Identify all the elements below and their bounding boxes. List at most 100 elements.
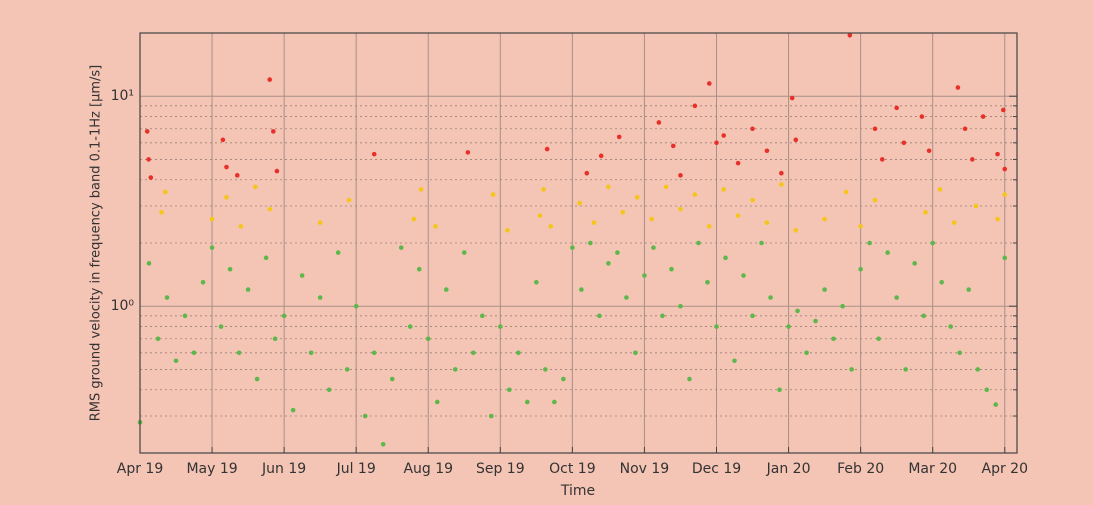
point: [847, 33, 853, 38]
point: [470, 350, 476, 356]
point: [507, 387, 512, 393]
point: [993, 402, 999, 407]
point: [353, 303, 359, 309]
point: [537, 213, 543, 218]
point: [879, 157, 885, 162]
point: [876, 336, 881, 342]
x-tick-label: Nov 19: [620, 461, 670, 477]
point: [290, 407, 296, 413]
point: [267, 206, 273, 212]
point: [678, 173, 683, 178]
point: [995, 151, 1000, 157]
point: [651, 245, 656, 250]
point: [272, 336, 278, 342]
point: [164, 295, 170, 300]
point: [813, 318, 818, 324]
point: [678, 206, 683, 212]
point: [705, 279, 710, 285]
x-tick-label: Aug 19: [403, 461, 453, 477]
point: [407, 324, 413, 329]
point: [663, 184, 669, 190]
grid: [139, 33, 1017, 453]
point: [804, 350, 809, 356]
point: [317, 220, 323, 225]
point: [209, 245, 215, 250]
point: [584, 170, 590, 176]
x-tick-label: Apr 20: [982, 461, 1028, 477]
point: [687, 376, 692, 382]
point: [849, 367, 854, 372]
point: [764, 220, 770, 225]
point: [768, 295, 773, 300]
point: [615, 250, 620, 255]
point: [344, 367, 350, 372]
point: [371, 350, 377, 356]
y-tick-label: 10⁰: [111, 298, 135, 314]
point: [750, 313, 755, 319]
point: [335, 250, 341, 255]
point: [173, 358, 179, 364]
point: [525, 399, 530, 405]
point: [678, 303, 683, 309]
point: [317, 295, 323, 300]
point: [146, 157, 151, 162]
x-tick-label: Oct 19: [549, 461, 595, 477]
point: [795, 308, 800, 314]
point: [750, 126, 755, 132]
point: [894, 295, 899, 300]
point: [984, 387, 990, 393]
x-tick-label: Jan 20: [766, 461, 811, 477]
point: [577, 200, 582, 206]
point: [656, 120, 662, 125]
point: [872, 197, 878, 203]
point: [234, 173, 240, 178]
point: [822, 216, 827, 222]
point: [750, 197, 755, 203]
point: [461, 250, 467, 255]
point: [1002, 166, 1008, 172]
point: [1002, 192, 1008, 197]
point: [867, 240, 872, 246]
point: [326, 387, 332, 393]
point: [544, 146, 550, 152]
point: [271, 129, 276, 134]
point: [980, 114, 986, 119]
point: [706, 224, 712, 229]
axes-frame: [139, 32, 1018, 454]
point: [858, 266, 863, 272]
point: [434, 399, 440, 405]
point: [209, 216, 215, 222]
point: [957, 350, 963, 356]
point: [843, 189, 849, 195]
point: [670, 143, 676, 149]
point: [903, 367, 908, 372]
point: [921, 313, 926, 319]
point: [937, 187, 943, 192]
point: [692, 103, 698, 109]
x-tick-label: Dec 19: [692, 461, 741, 477]
point: [692, 192, 698, 197]
point: [489, 413, 494, 419]
point: [505, 227, 510, 233]
point: [218, 324, 224, 329]
point: [741, 273, 746, 278]
point: [721, 187, 727, 192]
point: [786, 324, 791, 329]
x-tick-label: Sep 19: [476, 461, 525, 477]
point: [764, 148, 770, 154]
point: [930, 240, 935, 246]
point: [362, 413, 368, 419]
point: [634, 195, 640, 200]
point: [516, 350, 521, 356]
point: [732, 358, 737, 364]
point: [822, 287, 827, 292]
point: [146, 261, 152, 266]
point: [191, 350, 197, 356]
point: [299, 273, 305, 278]
point: [649, 216, 654, 222]
point: [267, 77, 273, 82]
point: [371, 151, 377, 157]
point: [606, 261, 611, 266]
point: [973, 203, 979, 209]
point: [162, 189, 168, 195]
